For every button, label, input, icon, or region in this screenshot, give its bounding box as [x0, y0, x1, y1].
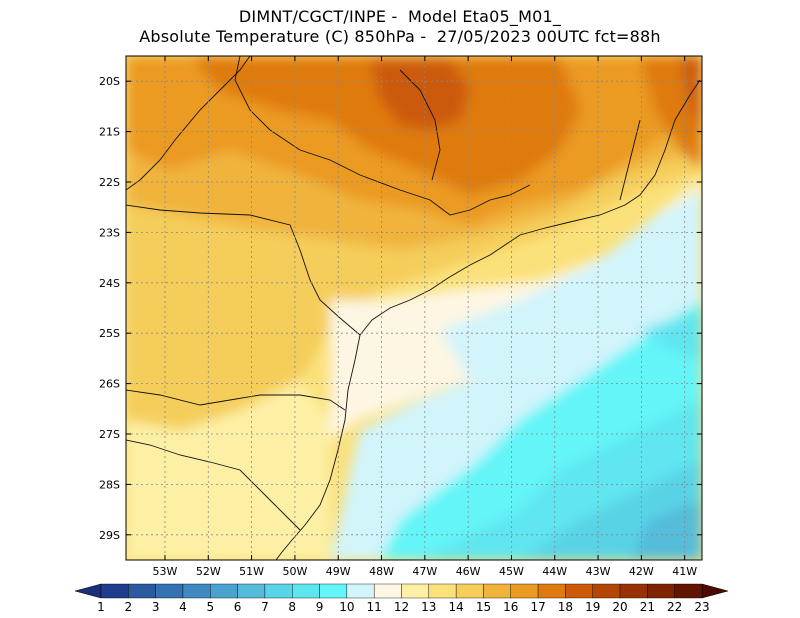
colorbar-label: 22 — [667, 600, 682, 614]
colorbar-segment — [346, 583, 375, 599]
colorbar-segment — [264, 583, 293, 599]
lon-label: 52W — [196, 565, 221, 578]
colorbar-segment — [565, 583, 593, 599]
lon-label: 41W — [672, 565, 697, 578]
colorbar-segment — [319, 583, 348, 599]
border-mg-go — [399, 69, 441, 181]
colorbar-label: 19 — [585, 600, 600, 614]
colorbar-label: 14 — [448, 600, 463, 614]
colorbar-label: 10 — [339, 600, 354, 614]
title-line-1: DIMNT/CGCT/INPE - Model Eta05_M01_ — [238, 7, 562, 26]
colorbar-segment — [128, 583, 156, 599]
lon-label: 48W — [369, 565, 394, 578]
lon-label: 53W — [153, 565, 178, 578]
lat-label: 27S — [99, 428, 120, 441]
lat-label: 24S — [99, 277, 120, 290]
colorbar-segment — [373, 583, 402, 599]
border-ms-sp — [126, 56, 251, 191]
lon-label: 47W — [412, 565, 437, 578]
colorbar-label: 11 — [367, 600, 382, 614]
lat-label: 29S — [99, 529, 120, 542]
colorbar-label: 1 — [97, 600, 105, 614]
colorbar-segment — [401, 583, 430, 599]
lon-label: 50W — [282, 565, 307, 578]
lon-label: 49W — [326, 565, 351, 578]
lat-label: 26S — [99, 378, 120, 391]
lon-label: 46W — [456, 565, 481, 578]
lon-label: 42W — [629, 565, 654, 578]
lat-label: 28S — [99, 478, 120, 491]
colorbar-label: 18 — [558, 600, 573, 614]
colorbar-segment — [537, 583, 566, 599]
lat-label: 20S — [99, 75, 120, 88]
coastline-north — [359, 79, 701, 336]
lon-label: 44W — [542, 565, 567, 578]
map-frame — [125, 55, 703, 561]
lat-label: 21S — [99, 126, 120, 139]
colorbar-label: 21 — [640, 600, 655, 614]
colorbar-label: 23 — [694, 600, 709, 614]
colorbar-label: 5 — [206, 600, 214, 614]
colorbar-segment — [182, 583, 211, 599]
colorbar-label: 12 — [394, 600, 409, 614]
colorbar-segment — [647, 583, 675, 599]
colorbar-right-arrow — [701, 583, 729, 599]
lat-label: 23S — [99, 226, 120, 239]
colorbar-segment — [619, 583, 648, 599]
lon-label: 45W — [499, 565, 524, 578]
borders — [126, 56, 701, 560]
colorbar-segment — [237, 583, 266, 599]
border-sc-pr — [126, 389, 346, 411]
colorbar-segment — [210, 583, 238, 599]
border-mg-sp — [234, 56, 531, 216]
colorbar-label: 13 — [421, 600, 436, 614]
colorbar-label: 17 — [530, 600, 545, 614]
lat-label: 22S — [99, 176, 120, 189]
temperature-field — [126, 56, 702, 560]
colorbar-segment — [483, 583, 511, 599]
colorbar: 1 2 3 4 5 6 7 8 9 10 11 12 13 14 15 16 17 18 19 20 21 22 23 — [74, 583, 729, 614]
title-line-2: Absolute Temperature (C) 850hPa - 27/05/… — [139, 27, 661, 46]
colorbar-segment — [510, 583, 539, 599]
colorbar-label: 9 — [316, 600, 324, 614]
map-grid — [126, 56, 702, 560]
colorbar-segment — [292, 583, 320, 599]
latitude-axis: 20S 21S 22S 23S 24S 25S 26S 27S 28S 29S — [99, 75, 702, 542]
colorbar-segment — [592, 583, 621, 599]
border-rs-sc — [126, 439, 301, 531]
colorbar-left-arrow — [74, 583, 102, 599]
colorbar-label: 8 — [288, 600, 296, 614]
border-es — [619, 119, 641, 201]
colorbar-label: 2 — [124, 600, 132, 614]
lon-label: 43W — [586, 565, 611, 578]
lat-label: 25S — [99, 327, 120, 340]
colorbar-label: 16 — [503, 600, 518, 614]
colorbar-label: 6 — [234, 600, 242, 614]
coastline-south — [275, 334, 361, 560]
colorbar-label: 4 — [179, 600, 187, 614]
colorbar-segment — [100, 583, 129, 599]
colorbar-segment — [674, 583, 703, 599]
colorbar-label: 15 — [476, 600, 491, 614]
colorbar-label: 3 — [152, 600, 160, 614]
lon-label: 51W — [239, 565, 264, 578]
colorbar-label: 20 — [612, 600, 627, 614]
colorbar-label: 7 — [261, 600, 269, 614]
colorbar-segment — [455, 583, 484, 599]
colorbar-segment — [428, 583, 457, 599]
longitude-axis: 53W 52W 51W 50W 49W 48W 47W 46W 45W 44W 43W 42W 41W — [153, 56, 697, 578]
colorbar-segment — [155, 583, 184, 599]
